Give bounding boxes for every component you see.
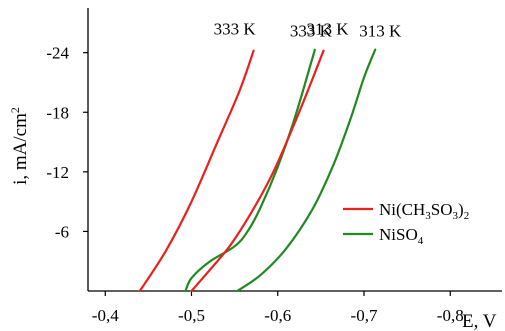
series-line	[236, 48, 377, 293]
legend-label: Ni(CH3SO3)2	[379, 200, 469, 222]
legend-subscript: 3	[453, 210, 459, 222]
legend-subscript: 4	[418, 235, 424, 247]
y-tick-label: -6	[55, 222, 69, 241]
series-line	[184, 48, 316, 293]
series-label: 333 K	[214, 20, 257, 39]
legend-label: NiSO4	[379, 225, 424, 247]
series-label: 313 K	[359, 22, 402, 41]
y-axis-label: i, mA/cm2	[8, 107, 31, 185]
x-tick-label: -0,6	[264, 306, 291, 325]
x-tick-label: -0,4	[92, 306, 119, 325]
axes	[83, 8, 502, 296]
curves	[138, 48, 377, 293]
tick-labels: -0,4 -0,5 -0,6 -0,7 -0,8 -6 -12 -18 -24	[46, 44, 463, 325]
y-tick-label: -12	[46, 163, 69, 182]
legend-text-part: Ni(CH	[379, 200, 425, 219]
y-tick-label: -18	[46, 103, 69, 122]
legend-text-part: SO	[431, 200, 453, 219]
legend-text-part: NiSO	[379, 225, 418, 244]
y-axis-label-text: i, mA/cm	[10, 113, 31, 185]
series-label: 333 K	[290, 22, 333, 41]
series-label: 313 K	[306, 20, 349, 39]
x-tick-label: -0,5	[178, 306, 205, 325]
series-line	[138, 49, 255, 293]
x-tick-label: -0,8	[437, 306, 464, 325]
y-axis-label-superscript: 2	[8, 107, 22, 113]
legend-text-part: )	[458, 200, 464, 219]
legend-subscript: 2	[464, 210, 470, 222]
y-tick-label: -24	[46, 44, 69, 63]
series-line	[190, 49, 325, 293]
x-tick-label: -0,7	[351, 306, 378, 325]
legend-subscript: 3	[425, 210, 431, 222]
x-axis-label: E, V	[462, 311, 497, 331]
